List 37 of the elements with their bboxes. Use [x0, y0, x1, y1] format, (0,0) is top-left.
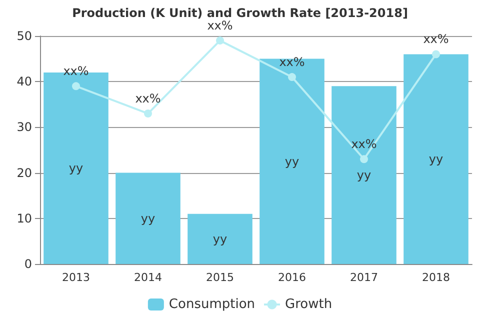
- x-tick-label: 2013: [62, 271, 90, 284]
- point: [360, 155, 368, 164]
- y-tick-label: 20: [16, 166, 32, 180]
- data-label: xx%: [351, 137, 377, 152]
- point: [432, 50, 440, 58]
- legend-label: Growth: [285, 297, 332, 312]
- bar: [332, 86, 396, 264]
- data-label: yy: [356, 168, 372, 182]
- y-tick-label: 50: [16, 29, 32, 43]
- y-tick-label: 0: [24, 257, 32, 271]
- legend-label: Consumption: [168, 297, 256, 312]
- x-tick-label: 2017: [350, 271, 378, 284]
- bar: [116, 172, 180, 264]
- bar: [260, 58, 324, 264]
- y-tick-label: 40: [16, 74, 32, 89]
- x-tick-label: 2015: [206, 271, 234, 284]
- bar: [188, 214, 252, 264]
- data-label: xx%: [207, 18, 233, 33]
- data-label: yy: [212, 232, 228, 246]
- x-tick-label: 2018: [422, 271, 450, 284]
- x-tick-label: 2016: [278, 271, 306, 284]
- x-tick-label: 2014: [134, 271, 162, 284]
- point: [144, 110, 152, 118]
- y-tick-label: 30: [16, 120, 32, 134]
- point: [288, 73, 296, 82]
- chart-title: Production (K Unit) and Growth Rate [2013-2018]: [72, 6, 408, 20]
- point: [72, 82, 80, 90]
- bar: [404, 54, 468, 264]
- data-label: xx%: [279, 55, 305, 70]
- data-label: yy: [68, 161, 84, 176]
- data-label: xx%: [423, 32, 449, 46]
- y-tick-label: 10: [16, 211, 32, 226]
- data-label: yy: [140, 211, 156, 226]
- data-label: xx%: [135, 92, 161, 106]
- data-label: yy: [284, 154, 300, 168]
- point: [216, 36, 224, 45]
- data-label: yy: [428, 152, 444, 166]
